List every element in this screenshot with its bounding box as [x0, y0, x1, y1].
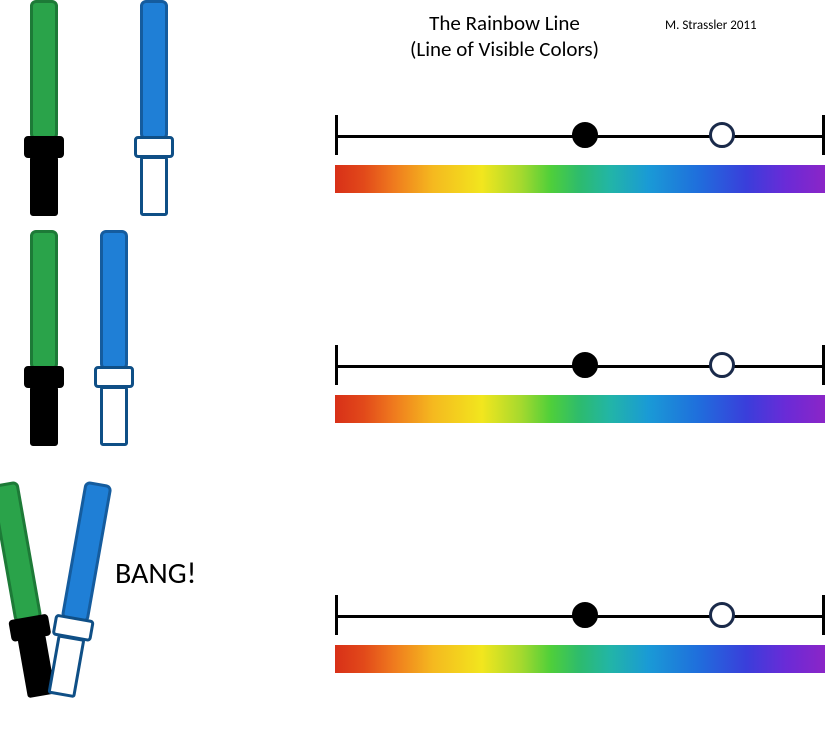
spectrum-row-2: [335, 345, 825, 423]
blue-blade: [100, 230, 128, 370]
axis-line: [335, 345, 825, 385]
bang-text: BANG!: [115, 555, 196, 592]
spectrum-bar: [335, 645, 825, 673]
title-line-1: The Rainbow Line: [410, 10, 599, 36]
axis-endcap-left: [335, 115, 338, 155]
filled-dot: [572, 602, 598, 628]
spectrum-row-3: [335, 595, 825, 673]
green-coupler: [24, 366, 64, 388]
blue-coupler: [94, 366, 134, 388]
blue-blade: [140, 0, 168, 140]
blue-blade: [61, 481, 113, 624]
attribution: M. Strassler 2011: [665, 18, 757, 33]
blue-saber: [140, 0, 174, 216]
title-block: The Rainbow Line (Line of Visible Colors…: [410, 10, 599, 62]
blue-hilt: [140, 156, 168, 216]
spectrum-bar: [335, 395, 825, 423]
axis-line: [335, 115, 825, 155]
open-dot: [709, 122, 735, 148]
filled-dot: [572, 352, 598, 378]
open-dot: [709, 352, 735, 378]
blue-saber: [47, 481, 118, 700]
axis-line: [335, 595, 825, 635]
axis-endcap-right: [822, 595, 825, 635]
blue-saber: [100, 230, 134, 446]
green-saber: [30, 0, 64, 216]
filled-dot: [572, 122, 598, 148]
green-hilt: [30, 386, 58, 446]
green-coupler: [24, 136, 64, 158]
blue-hilt: [100, 386, 128, 446]
spectrum-bar: [335, 165, 825, 193]
green-hilt: [30, 156, 58, 216]
green-saber: [30, 230, 64, 446]
blue-coupler: [134, 136, 174, 158]
green-blade: [30, 0, 58, 140]
axis-endcap-right: [822, 345, 825, 385]
axis-endcap-right: [822, 115, 825, 155]
blue-hilt: [47, 634, 85, 698]
spectrum-row-1: [335, 115, 825, 193]
axis-endcap-left: [335, 345, 338, 385]
axis-endcap-left: [335, 595, 338, 635]
open-dot: [709, 602, 735, 628]
title-line-2: (Line of Visible Colors): [410, 36, 599, 62]
green-blade: [30, 230, 58, 370]
green-blade: [0, 481, 42, 624]
